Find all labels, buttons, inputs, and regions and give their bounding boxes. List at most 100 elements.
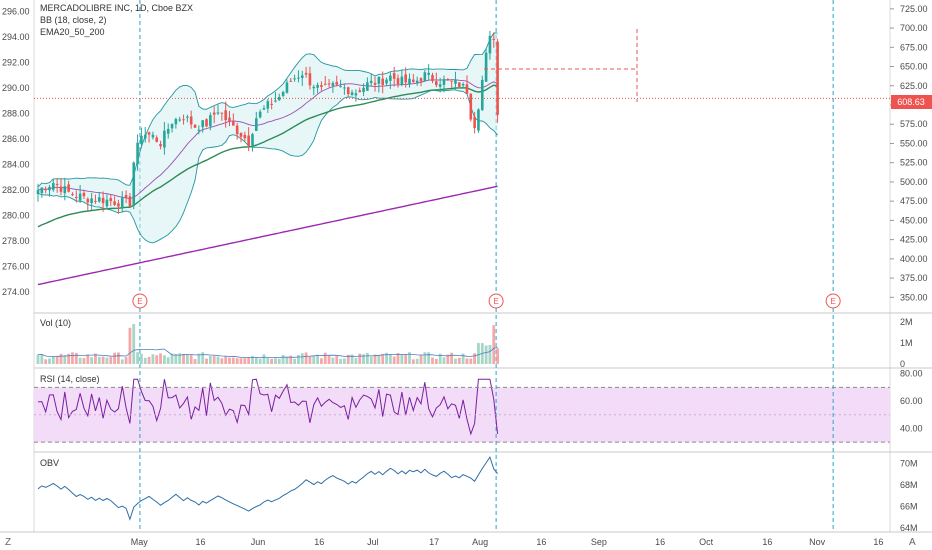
volume-bar — [205, 358, 208, 364]
volume-bar — [354, 357, 358, 364]
candle-body — [396, 78, 400, 85]
volume-bar — [44, 359, 48, 364]
volume-bar — [377, 355, 381, 364]
candle-body — [423, 72, 427, 82]
right-axis-tick: 725.00 — [900, 4, 928, 14]
left-axis-tick: 278.00 — [2, 236, 30, 246]
volume-bar — [446, 354, 450, 364]
candle-body — [435, 81, 438, 86]
candlesticks[interactable] — [36, 30, 499, 214]
bollinger-lower — [37, 89, 498, 244]
volume-bar — [67, 353, 71, 364]
candle-body — [274, 100, 277, 102]
candle-body — [320, 85, 323, 87]
volume-bar — [415, 358, 419, 364]
candle-body — [335, 81, 339, 85]
volume-bar — [496, 348, 499, 364]
candle-body — [201, 120, 204, 128]
candle-body — [232, 121, 235, 126]
right-axis-tick: 525.00 — [900, 158, 928, 168]
right-axis-tick: 400.00 — [900, 254, 928, 264]
candle-body — [166, 128, 170, 134]
volume-bar — [304, 352, 308, 364]
candle-body — [40, 187, 44, 194]
candle-body — [255, 118, 258, 131]
left-axis-tick: 290.00 — [2, 83, 30, 93]
volume-bar — [469, 358, 473, 364]
obv-axis-tick: 70M — [900, 459, 918, 469]
volume-bar — [289, 355, 293, 364]
volume-bar — [185, 354, 189, 364]
volume-bar — [117, 352, 120, 364]
volume-bar — [281, 355, 285, 364]
earnings-marker-label: E — [493, 297, 498, 306]
volume-bar — [254, 356, 258, 364]
auto-scale-icon[interactable]: A — [909, 537, 916, 548]
candle-body — [197, 129, 201, 131]
candle-body — [55, 183, 59, 185]
candle-body — [128, 196, 132, 207]
candle-body — [178, 119, 182, 121]
volume-bar — [396, 353, 400, 364]
rsi-axis-tick: 40.00 — [900, 423, 923, 433]
time-axis-tick: 16 — [655, 537, 665, 547]
volume-bar — [350, 354, 354, 364]
rsi-legend: RSI (14, close) — [40, 374, 100, 384]
right-axis-tick: 375.00 — [900, 273, 928, 283]
candle-body — [212, 112, 216, 115]
candle-body — [381, 78, 384, 85]
volume-bar — [300, 353, 304, 364]
candle-body — [182, 119, 185, 121]
volume-bar — [101, 356, 105, 364]
candle-body — [350, 92, 354, 96]
volume-bar — [277, 358, 281, 364]
volume-bar — [90, 357, 94, 364]
right-axis-tick: 350.00 — [900, 292, 928, 302]
candle-body — [44, 188, 47, 191]
candle-body — [174, 118, 178, 125]
volume-bar — [434, 358, 438, 364]
candle-body — [67, 184, 70, 192]
candle-body — [209, 115, 212, 127]
candle-body — [109, 198, 113, 202]
candle-body — [308, 73, 312, 86]
volume-bar — [36, 354, 40, 364]
right-axis-tick: 625.00 — [900, 81, 928, 91]
volume-bar — [358, 353, 362, 364]
volume-axis-tick: 2M — [900, 317, 913, 327]
volume-bar — [170, 353, 174, 364]
volume-bar — [224, 356, 228, 364]
volume-bar — [51, 357, 55, 364]
bb-legend: BB (18, close, 2) — [40, 15, 107, 25]
tradingview-logo-icon[interactable]: Z — [5, 537, 11, 548]
candle-body — [385, 79, 388, 84]
volume-bar — [212, 356, 216, 364]
volume-bar — [373, 354, 377, 364]
right-axis-tick: 675.00 — [900, 42, 928, 52]
candle-body — [48, 186, 51, 191]
volume-bar — [178, 353, 182, 364]
rsi-axis-tick: 60.00 — [900, 396, 923, 406]
time-axis-tick: 16 — [762, 537, 772, 547]
candle-body — [285, 82, 289, 93]
volume-bar — [343, 358, 346, 364]
candle-body — [392, 73, 396, 79]
candle-body — [163, 130, 166, 148]
candle-body — [90, 198, 93, 204]
volume-bar — [454, 358, 457, 364]
candle-body — [75, 196, 78, 198]
candle-body — [105, 199, 109, 207]
volume-bar — [381, 353, 385, 364]
volume-bar — [247, 357, 251, 364]
volume-bar — [450, 352, 454, 364]
projection-lines — [484, 29, 638, 102]
candle-body — [419, 78, 423, 82]
candle-body — [59, 186, 63, 192]
candle-body — [323, 83, 327, 85]
candle-body — [220, 112, 224, 114]
candle-body — [159, 143, 162, 147]
volume-bar — [404, 354, 408, 364]
right-axis-tick: 450.00 — [900, 215, 928, 225]
